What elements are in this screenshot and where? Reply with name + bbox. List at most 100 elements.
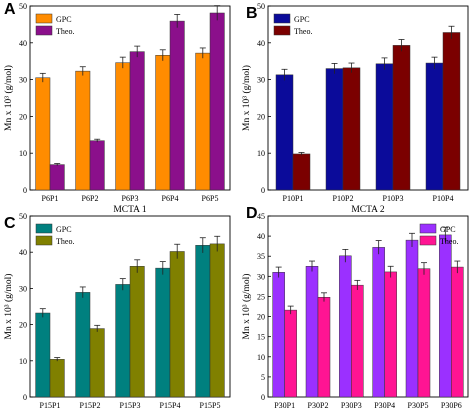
bar-gpc	[375, 63, 394, 191]
bar-theo	[129, 266, 145, 398]
legend-label: Theo.	[56, 27, 74, 36]
legend-label: GPC	[440, 225, 456, 234]
y-tick-label: 40	[257, 39, 265, 48]
x-axis-title: MCTA 2	[351, 205, 385, 215]
bar-theo	[209, 243, 225, 398]
x-category-label: P30P6	[441, 401, 462, 410]
y-tick-label: 40	[257, 232, 265, 241]
y-tick-label: 0	[261, 186, 265, 195]
y-tick-label: 35	[257, 252, 265, 261]
bar-theo	[451, 266, 464, 398]
bar-gpc	[425, 62, 444, 191]
legend-label: Theo.	[440, 237, 458, 246]
bar-gpc	[339, 255, 352, 398]
legend-swatch	[35, 223, 53, 234]
y-tick-label: 50	[19, 2, 27, 11]
y-axis-title: Mn x 10³ (g/mol)	[3, 65, 14, 131]
chart-panel-d: D 0 5 10 15 20 25 30 35 40 45 Mn x 10³ (g/mol) MCTA …	[241, 205, 469, 410]
bar-theo	[49, 359, 65, 398]
x-category-label: P30P5	[408, 401, 429, 410]
legend-label: GPC	[56, 15, 72, 24]
y-tick-label: 10	[257, 149, 265, 158]
bar-theo	[89, 328, 105, 398]
bar-gpc	[75, 292, 91, 398]
bar-theo	[169, 251, 185, 398]
x-category-label: P6P1	[42, 194, 59, 203]
bar-gpc	[195, 245, 211, 398]
y-tick-label: 25	[257, 292, 265, 301]
x-category-label: P6P4	[162, 194, 179, 203]
y-tick-label: 20	[257, 313, 265, 322]
bar-theo	[284, 309, 297, 398]
plot-frame	[267, 215, 469, 398]
panel-letter: B	[246, 5, 258, 22]
x-category-label: P6P5	[202, 194, 219, 203]
legend: GPC Theo.	[419, 223, 458, 246]
x-category-label: P10P4	[433, 194, 454, 203]
x-category-label: P10P1	[283, 194, 304, 203]
bar-theo	[417, 268, 431, 398]
bar-gpc	[439, 234, 452, 398]
x-category-label: P10P2	[333, 194, 354, 203]
legend-swatch	[35, 235, 53, 246]
bar-theo	[209, 12, 225, 191]
legend: GPC Theo.	[35, 223, 74, 246]
y-axis-title: Mn x 10³ (g/mol)	[3, 274, 14, 340]
bar-gpc	[75, 70, 91, 191]
legend-swatch	[273, 25, 291, 36]
x-category-label: P15P1	[40, 401, 61, 410]
bar-theo	[442, 32, 461, 191]
x-category-label: P6P2	[82, 194, 99, 203]
bar-theo	[392, 45, 411, 191]
bar-theo	[317, 296, 331, 398]
legend: GPC Theo.	[35, 13, 74, 36]
x-category-label: P30P2	[308, 401, 329, 410]
y-tick-label: 30	[257, 76, 265, 85]
y-tick-label: 10	[19, 357, 27, 366]
legend-swatch	[419, 223, 437, 234]
bar-gpc	[115, 62, 131, 191]
x-category-label: P6P3	[122, 194, 139, 203]
y-tick-label: 15	[257, 333, 265, 342]
plot-frame	[267, 5, 469, 191]
bar-theo	[49, 164, 65, 191]
legend-swatch	[35, 13, 53, 24]
x-category-label: P30P4	[374, 401, 395, 410]
bar-gpc	[35, 77, 51, 191]
legend: GPC Theo.	[273, 13, 312, 36]
legend-label: GPC	[294, 15, 310, 24]
bar-gpc	[372, 247, 385, 398]
y-tick-label: 0	[23, 393, 27, 402]
legend-swatch	[273, 13, 291, 24]
y-tick-label: 30	[257, 272, 265, 281]
panel-letter: D	[246, 205, 258, 222]
bar-theo	[342, 67, 361, 191]
bar-gpc	[35, 312, 51, 398]
y-tick-label: 50	[257, 2, 265, 11]
legend-label: Theo.	[294, 27, 312, 36]
y-tick-label: 30	[19, 76, 27, 85]
x-category-label: P15P3	[120, 401, 141, 410]
y-tick-label: 20	[19, 112, 27, 121]
bar-gpc	[155, 55, 171, 191]
chart-panel-a: A 0 10 20 30 40 50 Mn x 10³ (g/mol) MCTA 1 P6P1 P6…	[3, 1, 231, 215]
legend-label: GPC	[56, 225, 72, 234]
bar-theo	[384, 271, 397, 398]
y-tick-label: 20	[257, 112, 265, 121]
x-category-label: P30P1	[274, 401, 295, 410]
bar-theo	[351, 284, 364, 398]
x-category-label: P15P5	[200, 401, 221, 410]
y-tick-label: 50	[19, 212, 27, 221]
x-category-label: P15P2	[80, 401, 101, 410]
y-axis-title: Mn x 10³ (g/mol)	[241, 274, 252, 340]
bar-gpc	[405, 239, 419, 398]
y-tick-label: 0	[23, 186, 27, 195]
bar-theo	[292, 153, 311, 191]
x-category-label: P15P4	[160, 401, 181, 410]
legend-swatch	[419, 235, 437, 246]
panel-letter: C	[4, 215, 16, 232]
y-tick-label: 45	[257, 212, 265, 221]
bar-gpc	[325, 68, 344, 191]
